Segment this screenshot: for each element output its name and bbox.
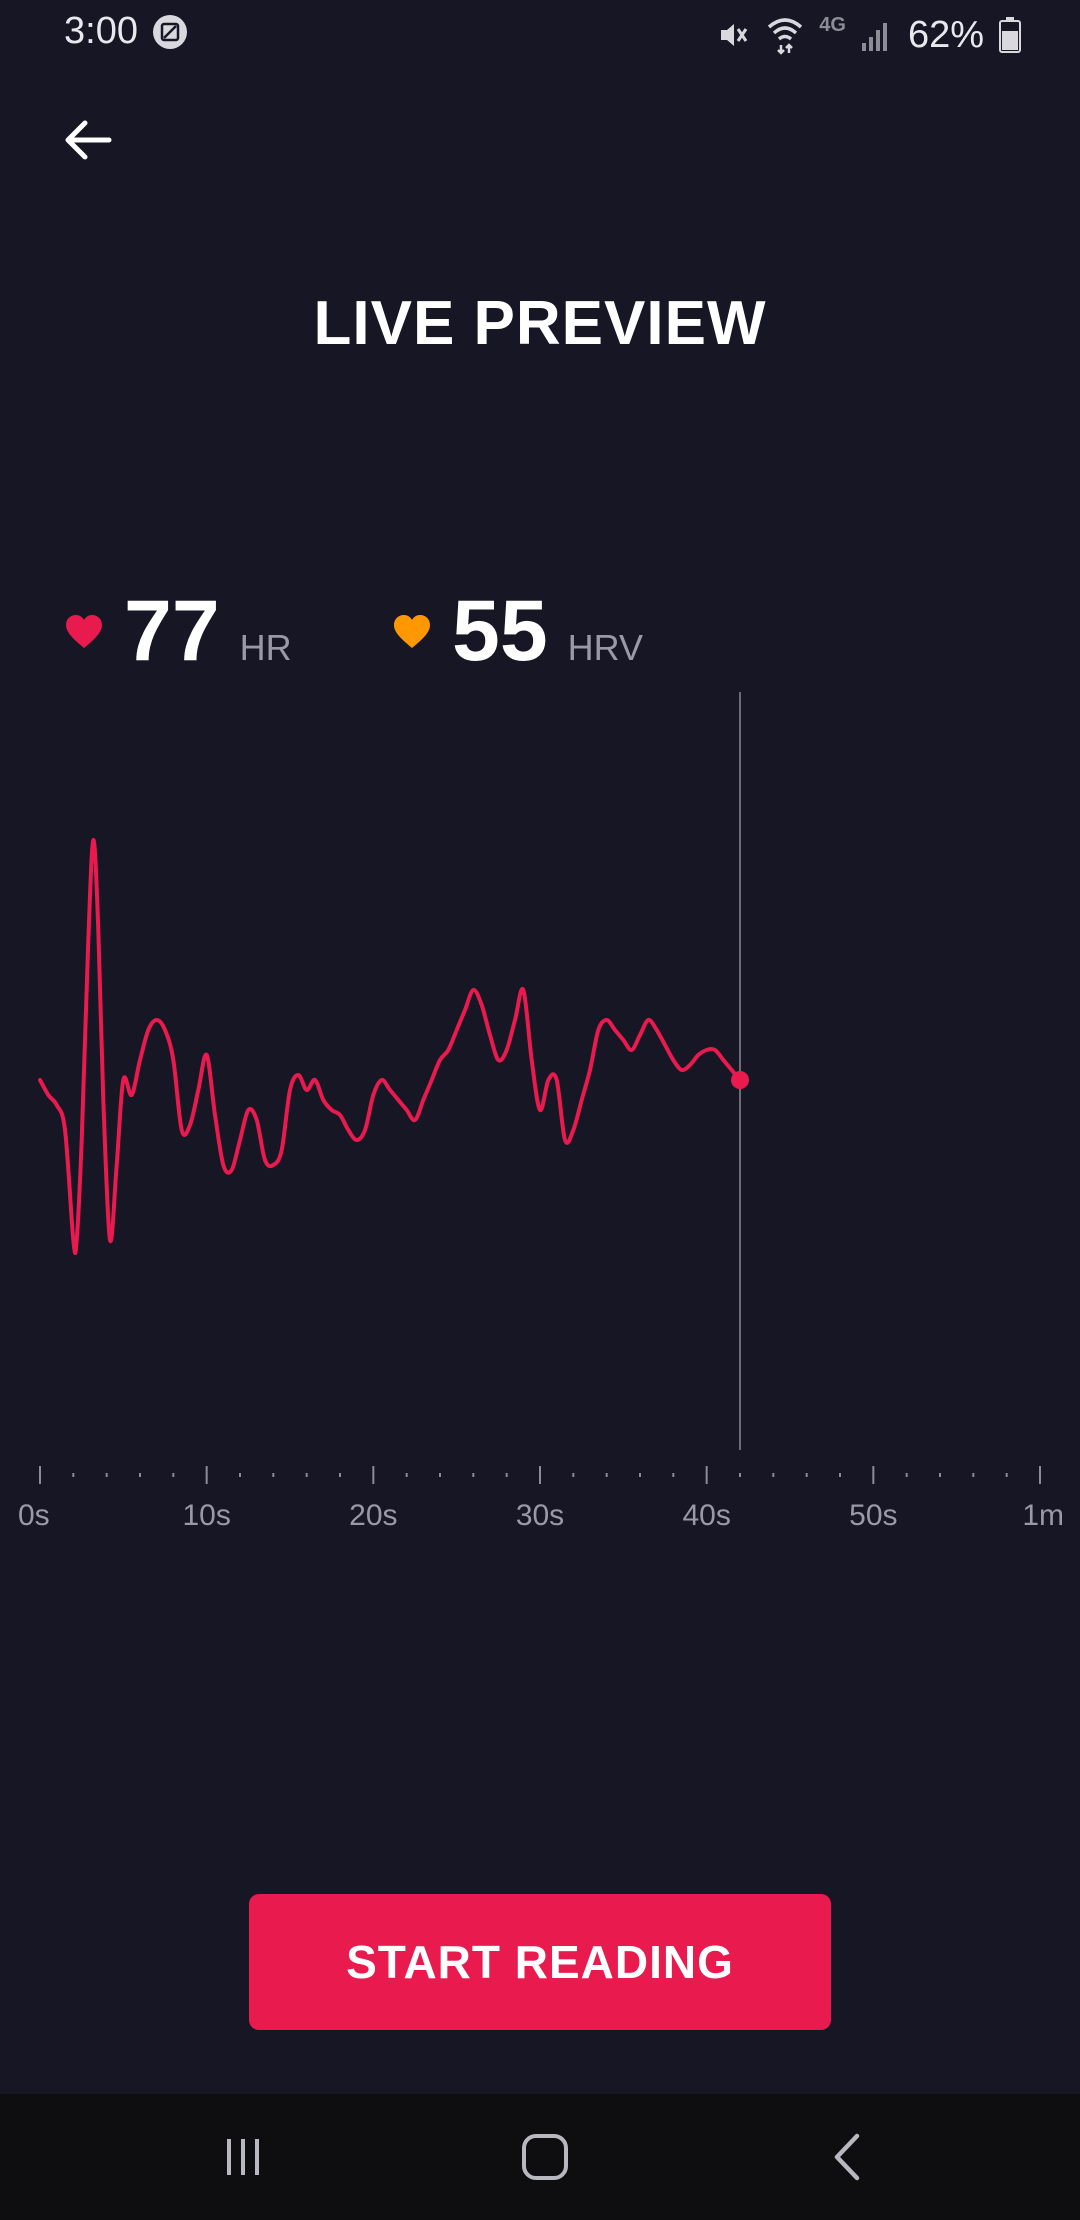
axis-tick-label: 10s	[182, 1499, 230, 1532]
hr-metric: 77 HR	[64, 588, 292, 688]
heart-icon	[66, 615, 102, 648]
wifi-icon	[768, 18, 803, 55]
hrv-value: 55	[452, 583, 548, 679]
arrow-left-icon	[65, 120, 112, 160]
status-bar: 3:00 4G 62%	[0, 0, 1080, 70]
axis-tick-label: 20s	[349, 1499, 397, 1532]
nav-recents-button[interactable]	[198, 2122, 288, 2192]
hrv-metric: 55 HRV	[392, 588, 643, 688]
recents-icon	[227, 2139, 259, 2175]
chart-series-line	[38, 837, 742, 1256]
axis-tick-label: 40s	[682, 1499, 730, 1532]
axis-tick-label: 1m	[1022, 1499, 1064, 1532]
back-button[interactable]	[48, 100, 128, 180]
status-time: 3:00	[64, 10, 138, 52]
back-icon	[834, 2133, 860, 2181]
hrv-unit: HRV	[567, 627, 644, 668]
axis-tick-label: 30s	[516, 1499, 564, 1532]
hr-value: 77	[124, 583, 220, 679]
nav-back-button[interactable]	[802, 2122, 892, 2192]
battery-percent: 62%	[907, 13, 984, 56]
heart-icon	[394, 615, 430, 648]
home-icon	[522, 2134, 568, 2180]
mute-icon	[721, 24, 748, 46]
chart-time-axis: 0s 10s 20s 30s 40s 50s 1m	[18, 1466, 1064, 1532]
page-title: LIVE PREVIEW	[313, 289, 767, 358]
hr-unit: HR	[239, 627, 292, 668]
axis-tick-label: 50s	[849, 1499, 897, 1532]
system-nav-bar	[0, 2094, 1080, 2220]
status-icons: 4G 62%	[715, 10, 1022, 60]
network-type: 4G	[819, 14, 846, 36]
axis-tick-label: 0s	[18, 1499, 50, 1532]
heart-rate-chart: 0s 10s 20s 30s 40s 50s 1m	[18, 692, 1064, 1532]
gallery-icon	[153, 15, 187, 49]
battery-icon	[999, 17, 1021, 53]
nav-home-button[interactable]	[500, 2122, 590, 2192]
signal-icon	[861, 23, 887, 51]
chart-current-point	[731, 1071, 749, 1089]
start-reading-button[interactable]: START READING	[249, 1894, 831, 2030]
